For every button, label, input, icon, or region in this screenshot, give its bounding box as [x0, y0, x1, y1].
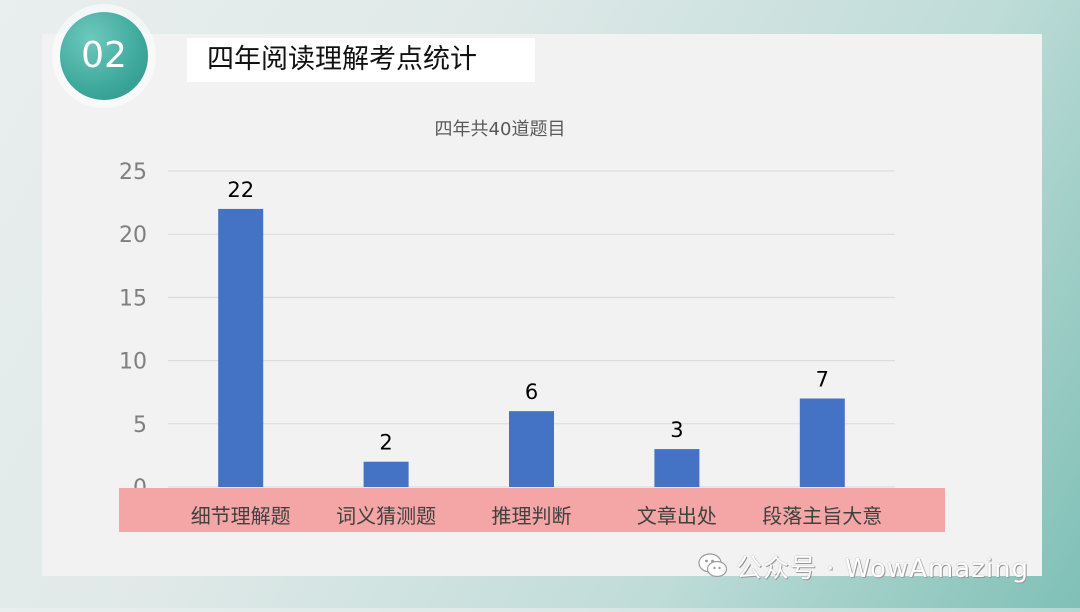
y-tick-label: 5 [133, 413, 147, 438]
bar [363, 461, 409, 487]
x-tick-label: 段落主旨大意 [762, 504, 882, 528]
x-tick-label: 文章出处 [637, 504, 717, 528]
data-label: 3 [670, 418, 683, 442]
slide-title: 四年阅读理解考点统计 [207, 44, 477, 75]
y-tick-label: 10 [119, 350, 147, 375]
footer-watermark: 公众号 · WowAmazing [698, 546, 1029, 586]
wechat-icon [698, 553, 728, 578]
data-label: 22 [227, 178, 254, 202]
title-box: 四年阅读理解考点统计 [187, 38, 535, 82]
x-tick-label: 细节理解题 [191, 504, 291, 528]
data-label: 6 [525, 380, 538, 404]
data-label: 7 [816, 368, 829, 392]
footer-text: 公众号 · WowAmazing [736, 553, 1030, 584]
chart-title: 四年共40道题目 [435, 119, 566, 140]
bar [218, 208, 264, 488]
bar [654, 449, 700, 487]
y-tick-label: 15 [119, 286, 147, 311]
bar [799, 398, 845, 487]
bar [509, 411, 554, 487]
category-band [119, 488, 945, 532]
y-tick-label: 25 [119, 160, 147, 185]
data-label: 2 [379, 431, 392, 455]
slide-number-badge: 02 [60, 12, 148, 100]
x-tick-label: 词义猜测题 [336, 504, 436, 528]
x-tick-label: 推理判断 [492, 504, 572, 528]
y-tick-label: 20 [119, 223, 147, 248]
